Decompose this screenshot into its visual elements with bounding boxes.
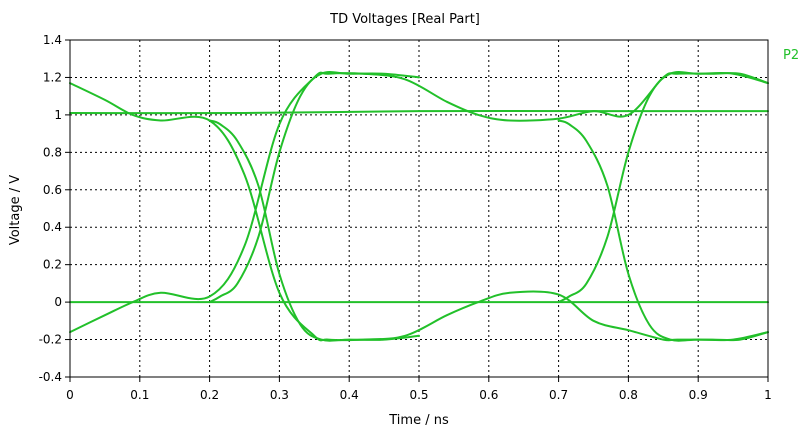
- y-axis: -0.4 -0.2 0 0.2 0.4 0.6 0.8 1 1.2 1.4: [39, 33, 70, 384]
- x-tick-label: 0.6: [479, 388, 498, 402]
- x-tick-label: 0.7: [549, 388, 568, 402]
- x-tick-label: 0.9: [689, 388, 708, 402]
- series-line: [557, 71, 769, 304]
- x-tick-label: 0: [66, 388, 74, 402]
- y-tick-label: 0.2: [43, 258, 62, 272]
- chart-title: TD Voltages [Real Part]: [329, 12, 480, 27]
- x-axis: 0 0.1 0.2 0.3 0.4 0.5 0.6 0.7 0.8 0.9 1: [66, 377, 772, 402]
- series-line: [69, 109, 769, 115]
- y-tick-label: -0.2: [39, 333, 62, 347]
- y-tick-label: 1.4: [43, 33, 62, 47]
- x-tick-label: 1: [764, 388, 772, 402]
- x-tick-label: 0.2: [200, 388, 219, 402]
- y-tick-label: 0.4: [43, 220, 62, 234]
- series-line: [208, 119, 420, 342]
- y-tick-label: 0: [54, 295, 62, 309]
- x-tick-label: 0.1: [130, 388, 149, 402]
- x-tick-label: 0.5: [409, 388, 428, 402]
- y-tick-label: 0.8: [43, 145, 62, 159]
- x-tick-label: 0.4: [340, 388, 359, 402]
- y-tick-label: 0.6: [43, 183, 62, 197]
- y-tick-label: 1: [54, 108, 62, 122]
- legend-item-p2: P2: [783, 48, 799, 63]
- x-tick-label: 0.8: [619, 388, 638, 402]
- series-line: [557, 119, 769, 342]
- y-tick-label: 1.2: [43, 70, 62, 84]
- x-tick-label: 0.3: [270, 388, 289, 402]
- y-axis-label: Voltage / V: [8, 175, 23, 245]
- x-axis-label: Time / ns: [388, 413, 449, 428]
- y-tick-label: -0.4: [39, 370, 62, 384]
- grid: [70, 40, 768, 377]
- series-line: [208, 71, 420, 304]
- series-p2: [69, 71, 769, 342]
